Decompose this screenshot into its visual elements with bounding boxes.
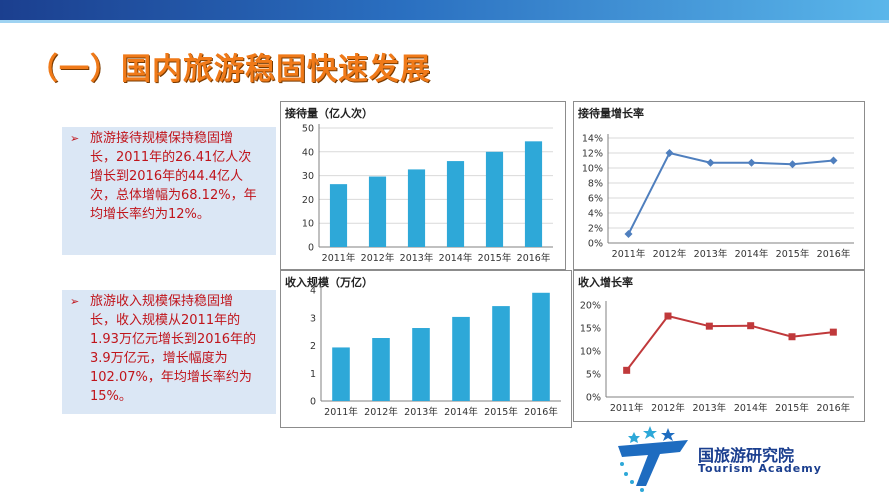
top-banner-line <box>0 20 889 23</box>
x-tick-label: 2015年 <box>484 406 518 418</box>
x-tick-label: 2012年 <box>651 402 685 414</box>
bar <box>452 316 470 401</box>
chart-visitors: 0 10 20 30 40 50 2011年 2012年 2013年 2014年 2015年 2016… <box>302 124 553 264</box>
chart-visitor-growth-panel: 接待量增长率 0% 2% 4% 6% 8% 10% 12% 14% 2011年 2012年 2013… <box>573 101 865 270</box>
chart-revenue-growth-title: 收入增长率 <box>578 276 633 289</box>
chart-revenue-title: 收入规模（万亿） <box>285 276 373 289</box>
data-point <box>623 366 631 374</box>
bar <box>412 328 430 401</box>
chart-visitors-panel: 接待量（亿人次） 0 10 20 30 40 50 2011年 2012年 2013年 2014年… <box>280 101 566 270</box>
academy-name: 国旅游研究院 <box>698 446 795 465</box>
y-tick-label: 20 <box>302 195 314 206</box>
x-tick-label: 2013年 <box>404 406 438 418</box>
bar <box>492 306 510 401</box>
x-tick-label: 2014年 <box>735 248 769 260</box>
data-point <box>747 322 755 330</box>
y-tick-label: 0 <box>308 243 314 254</box>
x-tick-label: 2013年 <box>694 248 728 260</box>
series-line <box>625 314 834 371</box>
chart-visitors-title: 接待量（亿人次） <box>285 107 373 120</box>
bar <box>407 169 426 247</box>
y-tick-label: 12% <box>582 149 603 160</box>
data-point <box>788 333 796 341</box>
chart-visitor-growth-title: 接待量增长率 <box>578 107 644 120</box>
x-tick-label: 2011年 <box>612 248 646 260</box>
x-tick-label: 2014年 <box>439 252 473 264</box>
x-tick-label: 2011年 <box>322 252 356 264</box>
x-tick-label: 2016年 <box>524 406 558 418</box>
data-point <box>665 149 674 157</box>
y-tick-label: 30 <box>302 171 314 182</box>
chart-revenue-growth: 0% 5% 10% 15% 20% 2011年 2012年 2013年 2014年 2015年 20… <box>580 301 854 414</box>
y-tick-label: 6% <box>588 194 603 205</box>
y-tick-label: 2 <box>310 341 316 352</box>
y-tick-label: 0 <box>310 397 316 408</box>
x-tick-label: 2015年 <box>478 252 512 264</box>
note-revenue-text: 旅游收入规模保持稳固增长，收入规模从2011年的1.93万亿元增长到2016年的… <box>90 294 257 404</box>
x-tick-label: 2011年 <box>324 406 358 418</box>
chart-revenue: 0 1 2 3 4 2011年 2012年 2013年 2014年 2015年 2016年 <box>310 286 561 418</box>
x-tick-label: 2011年 <box>610 402 644 414</box>
x-tick-label: 2016年 <box>517 252 551 264</box>
note-visitors-text: 旅游接待规模保持稳固增长，2011年的26.41亿人次增长到2016年的44.4… <box>90 131 257 222</box>
x-tick-label: 2016年 <box>816 402 850 414</box>
x-tick-label: 2013年 <box>400 252 434 264</box>
y-tick-label: 2% <box>588 224 603 235</box>
y-tick-label: 50 <box>302 124 314 135</box>
y-tick-label: 10% <box>580 347 601 358</box>
data-point <box>706 158 715 167</box>
x-tick-label: 2012年 <box>653 248 687 260</box>
y-tick-label: 5% <box>586 370 601 381</box>
y-tick-label: 40 <box>302 147 314 158</box>
y-tick-label: 20% <box>580 301 601 312</box>
y-tick-label: 4% <box>588 209 603 220</box>
bar <box>446 161 465 247</box>
bar <box>368 176 387 247</box>
academy-emblem-icon <box>618 426 688 492</box>
data-point <box>829 328 837 336</box>
note-visitors: ➢ 旅游接待规模保持稳固增长，2011年的26.41亿人次增长到2016年的44… <box>62 127 276 255</box>
y-tick-label: 0% <box>588 239 603 250</box>
data-point <box>829 156 838 165</box>
x-tick-label: 2012年 <box>364 406 398 418</box>
y-tick-label: 0% <box>586 393 601 404</box>
bar <box>485 151 504 247</box>
y-tick-label: 10% <box>582 164 603 175</box>
y-tick-label: 10 <box>302 219 314 230</box>
x-tick-label: 2015年 <box>776 248 810 260</box>
x-tick-label: 2015年 <box>775 402 809 414</box>
data-point <box>705 322 713 330</box>
arrow-bullet-icon: ➢ <box>70 295 80 308</box>
academy-subtitle: Tourism Academy <box>698 462 822 475</box>
chart-revenue-panel: 收入规模（万亿） 0 1 2 3 4 2011年 2012年 2013年 2014年 2015年 2… <box>280 270 572 428</box>
data-point <box>664 312 672 320</box>
data-point <box>747 158 756 167</box>
data-point <box>788 160 797 169</box>
y-tick-label: 4 <box>310 286 316 297</box>
academy-logo: 国旅游研究院 Tourism Academy <box>610 424 880 494</box>
y-tick-label: 3 <box>310 313 316 324</box>
bar <box>332 347 350 401</box>
data-point <box>624 230 633 238</box>
note-revenue: ➢ 旅游收入规模保持稳固增长，收入规模从2011年的1.93万亿元增长到2016… <box>62 290 276 414</box>
bar <box>532 292 550 401</box>
top-banner <box>0 0 889 20</box>
x-tick-label: 2014年 <box>734 402 768 414</box>
chart-visitor-growth: 0% 2% 4% 6% 8% 10% 12% 14% 2011年 2012年 2013年 2014年 2… <box>582 134 854 260</box>
bar <box>372 338 390 401</box>
x-tick-label: 2012年 <box>361 252 395 264</box>
bar <box>524 141 543 247</box>
arrow-bullet-icon: ➢ <box>70 132 80 145</box>
slide-title: （一）国内旅游稳固快速发展 <box>28 52 431 87</box>
x-tick-label: 2013年 <box>692 402 726 414</box>
x-tick-label: 2016年 <box>817 248 851 260</box>
y-tick-label: 8% <box>588 179 603 190</box>
bar <box>329 184 348 247</box>
y-tick-label: 15% <box>580 324 601 335</box>
chart-revenue-growth-panel: 收入增长率 0% 5% 10% 15% 20% 2011年 2012年 2013年 2014年 2… <box>573 270 865 422</box>
x-tick-label: 2014年 <box>444 406 478 418</box>
series-line <box>627 151 834 235</box>
y-tick-label: 1 <box>310 369 316 380</box>
y-tick-label: 14% <box>582 134 603 145</box>
